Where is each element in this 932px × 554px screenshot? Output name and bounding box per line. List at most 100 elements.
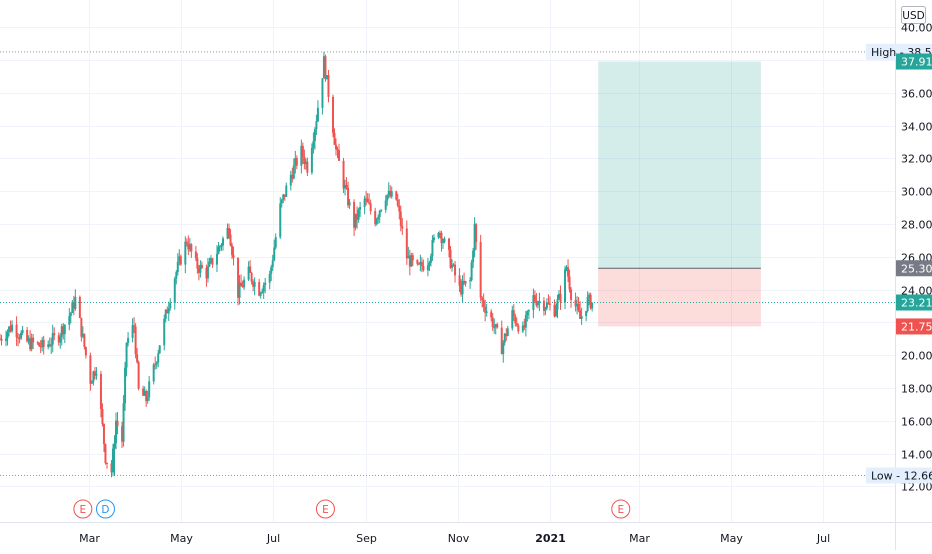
candle[interactable] xyxy=(589,292,592,310)
candle[interactable] xyxy=(568,269,571,293)
candle[interactable] xyxy=(440,230,443,252)
candle[interactable] xyxy=(285,182,288,197)
candle[interactable] xyxy=(197,265,200,281)
candle[interactable] xyxy=(196,253,199,274)
candle[interactable] xyxy=(194,245,197,262)
candle[interactable] xyxy=(327,69,330,103)
candle[interactable] xyxy=(62,322,65,340)
candle[interactable] xyxy=(353,199,356,237)
candle[interactable] xyxy=(240,274,243,287)
candle[interactable] xyxy=(81,326,84,339)
candle[interactable] xyxy=(208,257,211,268)
candle[interactable] xyxy=(526,310,529,322)
candle[interactable] xyxy=(59,333,62,349)
candle[interactable] xyxy=(116,412,119,435)
candle[interactable] xyxy=(283,194,286,201)
candle[interactable] xyxy=(184,236,187,274)
candle[interactable] xyxy=(490,309,493,322)
candle[interactable] xyxy=(264,278,267,294)
candle[interactable] xyxy=(18,334,21,344)
candle[interactable] xyxy=(289,170,292,191)
candle[interactable] xyxy=(503,332,506,346)
candle[interactable] xyxy=(365,190,368,206)
candle[interactable] xyxy=(47,340,50,350)
candle[interactable] xyxy=(80,317,83,342)
candle[interactable] xyxy=(408,249,411,276)
candle[interactable] xyxy=(374,207,377,227)
candle[interactable] xyxy=(220,243,223,251)
candle[interactable] xyxy=(389,185,392,198)
earnings-event-marker[interactable]: E xyxy=(73,499,93,519)
candle[interactable] xyxy=(243,276,246,290)
candle[interactable] xyxy=(154,356,157,370)
candle[interactable] xyxy=(291,167,294,183)
candle[interactable] xyxy=(586,291,589,313)
candle[interactable] xyxy=(200,261,203,269)
candle[interactable] xyxy=(60,323,63,346)
candle[interactable] xyxy=(502,340,505,363)
candle[interactable] xyxy=(449,246,452,269)
long-position-tool[interactable] xyxy=(598,61,761,327)
candle[interactable] xyxy=(112,443,115,477)
candle[interactable] xyxy=(166,306,169,314)
candlestick-series[interactable] xyxy=(0,51,594,478)
candle[interactable] xyxy=(331,94,334,138)
candle[interactable] xyxy=(420,257,423,273)
candle[interactable] xyxy=(231,242,234,260)
candle[interactable] xyxy=(469,277,472,289)
candle[interactable] xyxy=(190,243,193,258)
candle[interactable] xyxy=(368,193,371,205)
candle[interactable] xyxy=(431,235,434,261)
candle[interactable] xyxy=(570,287,573,308)
candle[interactable] xyxy=(188,237,191,253)
candle[interactable] xyxy=(396,193,399,208)
candle[interactable] xyxy=(366,193,369,203)
candle[interactable] xyxy=(304,158,307,170)
candle[interactable] xyxy=(484,299,487,322)
candle[interactable] xyxy=(303,149,306,170)
candle[interactable] xyxy=(321,78,324,115)
candle[interactable] xyxy=(53,327,56,341)
candle[interactable] xyxy=(443,236,446,244)
candle[interactable] xyxy=(511,305,514,331)
candle[interactable] xyxy=(27,335,30,345)
candle[interactable] xyxy=(417,262,420,266)
candle[interactable] xyxy=(448,237,451,258)
candle[interactable] xyxy=(110,459,113,478)
candle[interactable] xyxy=(95,367,98,380)
candle[interactable] xyxy=(407,246,410,259)
candle[interactable] xyxy=(416,259,419,266)
candle[interactable] xyxy=(185,238,188,247)
candle[interactable] xyxy=(482,293,485,312)
candle[interactable] xyxy=(32,334,35,350)
candle[interactable] xyxy=(438,230,441,239)
candle[interactable] xyxy=(544,306,547,316)
profit-zone[interactable] xyxy=(598,61,761,269)
candle[interactable] xyxy=(345,176,348,190)
candle[interactable] xyxy=(178,249,181,266)
candle[interactable] xyxy=(51,324,54,353)
candle[interactable] xyxy=(9,320,12,333)
candle[interactable] xyxy=(102,423,105,453)
candle[interactable] xyxy=(556,294,559,319)
candle[interactable] xyxy=(485,304,488,317)
candle[interactable] xyxy=(491,313,494,331)
candle[interactable] xyxy=(292,158,295,180)
candle[interactable] xyxy=(164,308,167,323)
candle[interactable] xyxy=(15,316,18,346)
candle[interactable] xyxy=(206,258,209,283)
candle[interactable] xyxy=(131,318,134,343)
candle[interactable] xyxy=(315,114,318,136)
candle[interactable] xyxy=(591,302,594,312)
candle[interactable] xyxy=(335,138,338,156)
candle[interactable] xyxy=(553,299,556,318)
candle[interactable] xyxy=(515,317,518,327)
candle[interactable] xyxy=(78,295,81,319)
candle[interactable] xyxy=(89,352,92,391)
candle[interactable] xyxy=(249,260,252,273)
candle[interactable] xyxy=(533,290,536,303)
candle[interactable] xyxy=(71,299,74,314)
candle[interactable] xyxy=(523,318,526,331)
